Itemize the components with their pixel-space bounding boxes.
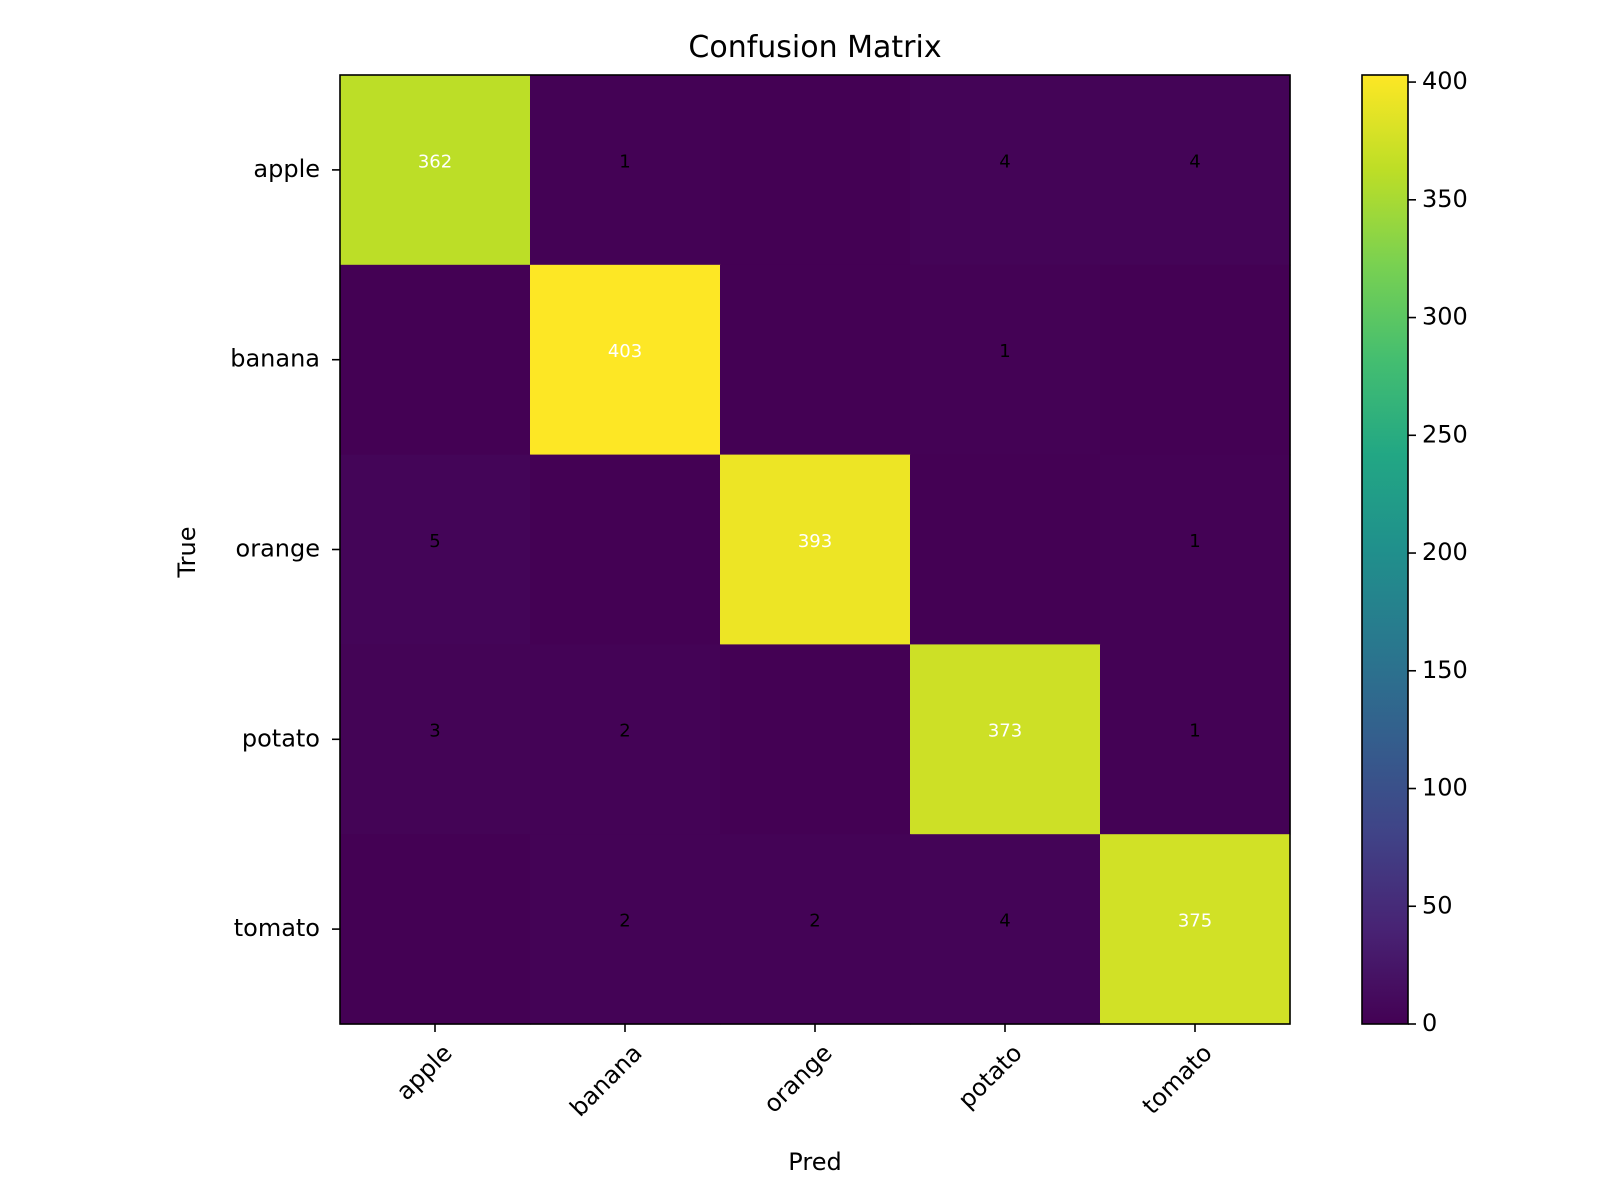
y-axis-ticks: apple banana orange potato tomato [230, 155, 340, 942]
heatmap-cell [720, 75, 911, 266]
heatmap-cell [1100, 644, 1291, 835]
heatmap-cell [530, 264, 721, 456]
colorbar-tick-label: 200 [1422, 538, 1468, 566]
heatmap-cell [1100, 264, 1291, 456]
heatmap-cell [910, 834, 1101, 1025]
colorbar [1361, 74, 1409, 1025]
heatmap-cell [530, 454, 721, 645]
cell-value-label: 1 [619, 151, 630, 172]
cell-value-label: 4 [999, 151, 1010, 172]
heatmap-cell [910, 454, 1101, 645]
y-tick-label: orange [236, 535, 320, 563]
colorbar-tick-label: 350 [1422, 185, 1468, 213]
cell-value-label: 4 [999, 911, 1010, 932]
heatmap-cell [340, 264, 531, 456]
cell-value-label: 2 [619, 721, 630, 742]
x-tick-label: tomato [1137, 1039, 1218, 1120]
cell-value-label: 1 [999, 341, 1010, 362]
colorbar-tick-label: 0 [1422, 1009, 1437, 1037]
heatmap-cell [720, 644, 911, 835]
cell-value-label: 393 [798, 531, 832, 552]
cell-value-label: 362 [418, 151, 452, 172]
colorbar-ticks: 0 50 100 150 200 250 300 350 400 [1408, 67, 1468, 1037]
heatmap-cell [340, 644, 531, 835]
colorbar-tick-label: 100 [1422, 774, 1468, 802]
heatmap-cell [910, 644, 1101, 835]
heatmap-cell [720, 264, 911, 456]
heatmap-cell [910, 264, 1101, 456]
x-axis-ticks: apple banana orange potato tomato [391, 1024, 1218, 1122]
heatmap-cell [1100, 75, 1291, 266]
cell-value-label: 373 [988, 721, 1022, 742]
heatmap-cells: 362 1 4 4 403 1 5 393 1 3 2 373 1 2 2 4 375 [340, 75, 1291, 1025]
cell-value-label: 4 [1189, 151, 1200, 172]
x-tick-label: banana [564, 1039, 647, 1122]
heatmap-cell [720, 834, 911, 1025]
heatmap-cell [910, 75, 1101, 266]
colorbar-tick-label: 300 [1422, 303, 1468, 331]
heatmap-cell [340, 454, 531, 645]
heatmap-cell [530, 644, 721, 835]
heatmap-cell [1100, 834, 1291, 1025]
x-tick-label: apple [391, 1039, 458, 1106]
cell-value-label: 1 [1189, 531, 1200, 552]
colorbar-tick-label: 50 [1422, 891, 1453, 919]
heatmap-cell [530, 834, 721, 1025]
x-axis-label: Pred [788, 1148, 841, 1176]
colorbar-tick-label: 150 [1422, 656, 1468, 684]
cell-value-label: 5 [429, 531, 440, 552]
heatmap-cell [530, 75, 721, 266]
cell-value-label: 403 [608, 341, 642, 362]
x-tick-label: potato [953, 1039, 1028, 1114]
y-tick-label: potato [242, 724, 320, 752]
y-axis-label: True [173, 527, 201, 579]
colorbar-tick-label: 400 [1422, 67, 1468, 95]
cell-value-label: 375 [1178, 911, 1212, 932]
x-tick-label: orange [758, 1039, 838, 1119]
heatmap-cell [340, 834, 531, 1025]
heatmap-cell [720, 454, 911, 645]
y-tick-label: tomato [234, 914, 320, 942]
y-tick-label: apple [253, 155, 320, 183]
cell-value-label: 1 [1189, 721, 1200, 742]
cell-value-label: 3 [429, 721, 440, 742]
colorbar-tick-label: 250 [1422, 420, 1468, 448]
y-tick-label: banana [230, 345, 320, 373]
heatmap-cell [340, 75, 531, 266]
cell-value-label: 2 [809, 911, 820, 932]
cell-value-label: 2 [619, 911, 630, 932]
heatmap-cell [1100, 454, 1291, 645]
chart-title: Confusion Matrix [688, 30, 941, 65]
